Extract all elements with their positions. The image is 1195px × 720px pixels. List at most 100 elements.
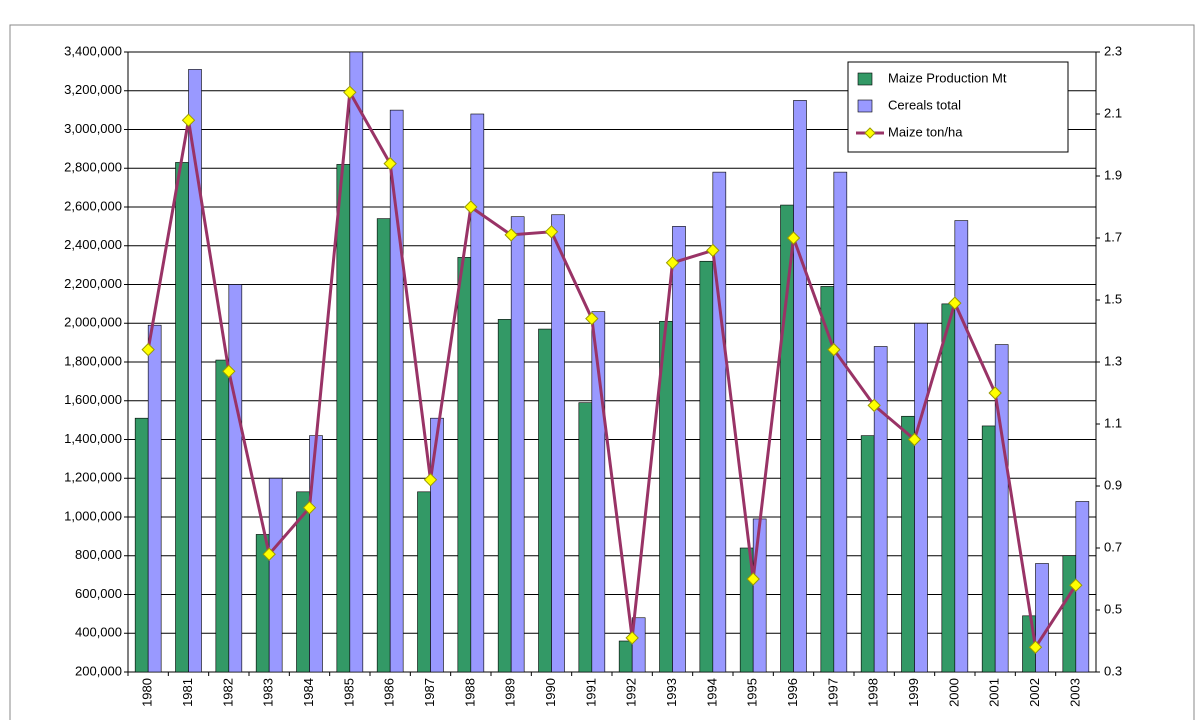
y-tick-label: 3,400,000 [64,43,122,58]
x-tick-label: 1996 [785,678,800,707]
marker [343,85,357,100]
x-tick-label: 1994 [704,678,719,707]
y-tick-label: 2,800,000 [64,160,122,175]
marker [827,342,841,357]
y-tick-label: 400,000 [75,625,122,640]
x-tick-label: 1987 [422,678,437,707]
legend-swatch [857,72,873,86]
bar [1062,555,1077,672]
x-tick-label: 1980 [140,678,155,707]
bar [981,425,996,672]
bar [941,303,956,672]
marker [1069,578,1083,592]
marker [222,364,236,379]
marker [423,473,438,487]
legend-box [847,61,1069,153]
x-tick-label: 1997 [825,678,840,707]
bar [215,359,230,672]
bar [712,171,727,672]
bar [336,164,351,672]
marker [625,631,639,645]
marker [867,398,881,413]
bar [430,417,444,672]
bar [578,402,593,672]
legend-marker [864,127,876,139]
marker [464,200,478,214]
y-tick-label: 200,000 [75,663,122,678]
legend-label: Maize ton/ha [888,124,963,139]
x-tick-label: 1982 [220,678,235,707]
marker [585,311,599,326]
bar [538,328,552,672]
legend-label: Maize Production Mt [888,70,1007,85]
bar [349,52,364,672]
y-tick-label: 1,800,000 [64,353,122,368]
bar [134,417,149,672]
marker [746,572,760,586]
bar [699,260,714,672]
x-tick-label: 1995 [745,678,760,707]
bar [631,617,646,672]
bar [147,324,162,672]
bar [228,284,243,672]
y2-tick-label: 1.7 [1104,229,1122,244]
marker [504,228,518,242]
bar [752,518,767,672]
bar [470,113,485,672]
x-tick-label: 1990 [543,678,558,707]
bar [780,204,794,672]
legend-label: Cereals total [888,97,961,112]
x-tick-label: 1989 [503,678,518,707]
marker [706,243,720,258]
bar [188,69,202,672]
bar [994,344,1009,672]
bar [914,322,928,672]
marker [907,432,922,447]
marker [786,231,801,245]
marker [988,386,1002,400]
marker [302,500,317,515]
x-tick-label: 1993 [664,678,679,707]
y2-tick-label: 1.1 [1104,415,1122,430]
x-tick-label: 1992 [624,678,639,707]
y2-tick-label: 0.5 [1104,601,1122,616]
y-tick-label: 1,200,000 [64,470,122,485]
x-tick-label: 2001 [987,678,1002,707]
bar [497,319,512,672]
x-tick-label: 1998 [866,678,881,707]
bar [510,216,525,672]
bar [618,640,633,672]
x-tick-label: 1983 [261,678,276,707]
y-tick-label: 2,400,000 [64,237,122,252]
marker [181,113,196,127]
y-tick-label: 2,600,000 [64,198,122,213]
y2-tick-label: 1.9 [1104,167,1122,182]
x-tick-label: 1985 [341,678,356,707]
y2-tick-label: 2.1 [1104,105,1122,120]
y2-tick-label: 2.3 [1104,43,1122,58]
bar [551,214,565,672]
y-tick-label: 800,000 [75,547,122,562]
y-tick-label: 1,600,000 [64,392,122,407]
x-tick-label: 1999 [906,678,921,707]
y-tick-label: 1,400,000 [64,431,122,446]
bar [901,415,915,672]
bar [376,218,391,672]
y-tick-label: 3,200,000 [64,82,122,97]
y-tick-label: 2,000,000 [64,315,122,330]
y2-tick-label: 1.3 [1104,353,1122,368]
marker [948,296,962,310]
x-tick-label: 2003 [1067,678,1082,707]
x-tick-label: 1984 [301,678,316,707]
x-tick-label: 1981 [180,678,195,707]
y-tick-label: 3,000,000 [64,121,122,136]
line [146,87,1078,652]
bar [672,226,686,672]
y2-tick-label: 0.7 [1104,539,1122,554]
x-tick-label: 2000 [946,678,961,707]
bar [309,435,323,672]
x-tick-label: 1986 [382,678,397,707]
bar [1035,563,1049,672]
legend-swatch [857,99,873,113]
